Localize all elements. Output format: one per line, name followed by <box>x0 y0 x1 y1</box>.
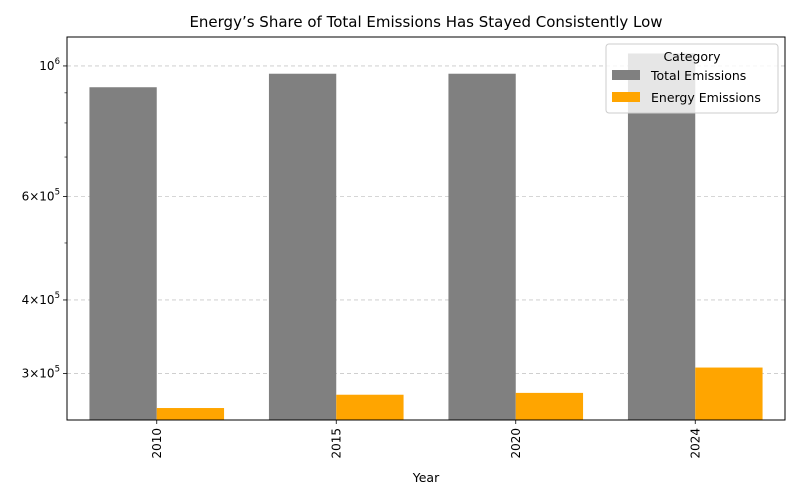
y-tick-label-base: 6×10 <box>22 189 55 203</box>
legend-entry: Total Emissions <box>650 68 746 83</box>
bar-energy-emissions-2020 <box>515 392 584 420</box>
y-tick-label-exponent: 5 <box>55 187 60 197</box>
bar-total-emissions-2015 <box>268 73 337 420</box>
legend-items: Total Emissions Energy Emissions <box>612 68 761 105</box>
y-tick-label: 6×105 <box>22 187 60 203</box>
x-tick-label: 2015 <box>329 428 343 459</box>
x-tick-label: 2020 <box>509 428 523 459</box>
bar-total-emissions-2020 <box>448 73 516 420</box>
legend-swatch <box>612 92 640 102</box>
bars <box>89 53 763 421</box>
legend: Category Total Emissions Energy Emissions <box>605 43 779 114</box>
y-tick-label-exponent: 6 <box>55 57 60 67</box>
x-axis: 2010 2015 2020 2024 <box>150 420 702 459</box>
y-tick-label-base: 4×10 <box>22 293 55 307</box>
x-tick-label: 2010 <box>150 428 164 459</box>
y-tick-label: 3×105 <box>22 364 60 380</box>
x-axis-label: Year <box>412 470 440 485</box>
legend-title: Category <box>663 49 721 64</box>
y-tick-label-base: 10 <box>39 59 54 73</box>
legend-entry: Energy Emissions <box>651 90 761 105</box>
legend-box <box>605 43 779 114</box>
bar-energy-emissions-2010 <box>156 408 225 420</box>
bar-total-emissions-2024 <box>627 53 696 421</box>
y-tick-label: 106 <box>39 57 60 73</box>
y-tick-label-exponent: 5 <box>55 364 60 374</box>
plot-frame <box>66 36 786 421</box>
legend-swatch <box>612 70 640 80</box>
bar-energy-emissions-2024 <box>695 367 763 420</box>
y-tick-label-exponent: 5 <box>55 291 60 301</box>
bar-total-emissions-2010 <box>89 87 157 420</box>
x-tick-label: 2024 <box>688 428 702 459</box>
bar-energy-emissions-2015 <box>336 394 404 420</box>
y-tick-label: 4×105 <box>22 291 60 307</box>
y-tick-label-base: 3×10 <box>22 366 55 380</box>
chart-title: Energy’s Share of Total Emissions Has St… <box>189 13 662 31</box>
